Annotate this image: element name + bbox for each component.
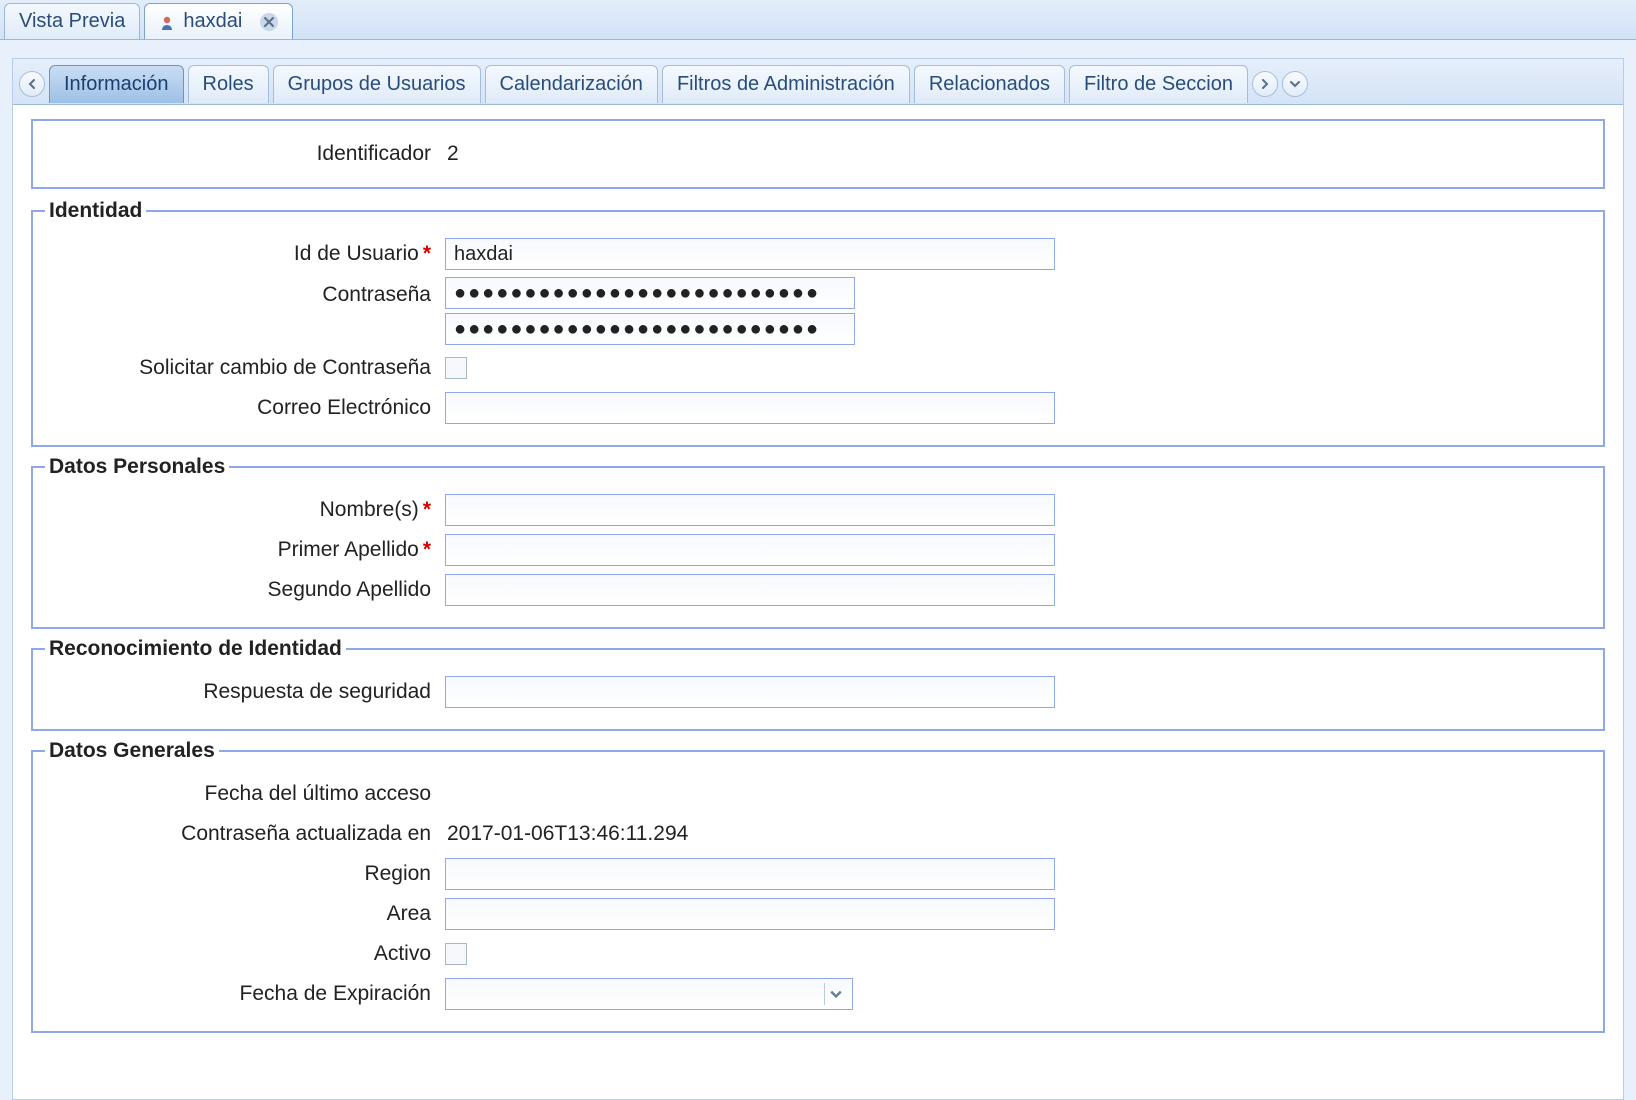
legend-datos-generales: Datos Generales	[45, 739, 219, 763]
tab-informacion[interactable]: Información	[49, 65, 184, 103]
sub-tabs-bar: Información Roles Grupos de Usuarios Cal…	[13, 59, 1623, 105]
tab-label: Grupos de Usuarios	[288, 73, 466, 96]
scroll-right-button[interactable]	[1252, 71, 1278, 97]
input-password-2[interactable]	[445, 313, 855, 345]
legend-reconocimiento: Reconocimiento de Identidad	[45, 637, 346, 661]
scroll-left-button[interactable]	[19, 71, 45, 97]
checkbox-pwd-change[interactable]	[445, 357, 467, 379]
tab-label: Relacionados	[929, 73, 1050, 96]
document-tabs-bar: Vista Previa haxdai	[0, 0, 1636, 40]
label-user-id: Id de Usuario*	[45, 242, 445, 266]
input-respuesta[interactable]	[445, 676, 1055, 708]
doc-tab-label: Vista Previa	[19, 10, 125, 33]
label-ultimo-acceso: Fecha del último acceso	[45, 782, 445, 806]
identifier-value: 2	[445, 142, 459, 166]
identifier-box: Identificador 2	[31, 119, 1605, 189]
tab-label: Información	[64, 73, 169, 96]
tab-calendarizacion[interactable]: Calendarización	[485, 65, 658, 103]
select-expiracion[interactable]	[445, 978, 853, 1010]
label-nombres: Nombre(s)*	[45, 498, 445, 522]
doc-tab-label: haxdai	[183, 10, 242, 33]
input-apellido2[interactable]	[445, 574, 1055, 606]
label-email: Correo Electrónico	[45, 396, 445, 420]
label-activo: Activo	[45, 942, 445, 966]
label-expiracion: Fecha de Expiración	[45, 982, 445, 1006]
tab-label: Filtros de Administración	[677, 73, 895, 96]
input-email[interactable]	[445, 392, 1055, 424]
doc-tab-vista-previa[interactable]: Vista Previa	[4, 3, 140, 39]
tab-filtros-admin[interactable]: Filtros de Administración	[662, 65, 910, 103]
fieldset-datos-personales: Datos Personales Nombre(s)* Primer Apell…	[31, 455, 1605, 629]
tab-label: Roles	[203, 73, 254, 96]
tab-label: Calendarización	[500, 73, 643, 96]
doc-tab-haxdai[interactable]: haxdai	[144, 3, 293, 39]
legend-identidad: Identidad	[45, 199, 146, 223]
content-area: Información Roles Grupos de Usuarios Cal…	[0, 40, 1636, 1100]
legend-datos-personales: Datos Personales	[45, 455, 229, 479]
label-apellido1: Primer Apellido*	[45, 538, 445, 562]
chevron-down-icon	[824, 983, 846, 1005]
label-respuesta: Respuesta de seguridad	[45, 680, 445, 704]
tab-filtro-seccion[interactable]: Filtro de Seccion	[1069, 65, 1248, 103]
main-panel: Información Roles Grupos de Usuarios Cal…	[12, 58, 1624, 1100]
input-nombres[interactable]	[445, 494, 1055, 526]
value-pwd-actualizada: 2017-01-06T13:46:11.294	[445, 822, 688, 846]
label-pwd-actualizada: Contraseña actualizada en	[45, 822, 445, 846]
label-pwd-change: Solicitar cambio de Contraseña	[45, 356, 445, 380]
close-icon[interactable]	[260, 13, 278, 31]
input-user-id[interactable]	[445, 238, 1055, 270]
input-region[interactable]	[445, 858, 1055, 890]
tab-roles[interactable]: Roles	[188, 65, 269, 103]
identifier-label: Identificador	[45, 142, 445, 166]
fieldset-reconocimiento: Reconocimiento de Identidad Respuesta de…	[31, 637, 1605, 731]
tab-relacionados[interactable]: Relacionados	[914, 65, 1065, 103]
tab-menu-button[interactable]	[1282, 71, 1308, 97]
fieldset-identidad: Identidad Id de Usuario* Contraseña Sol	[31, 199, 1605, 447]
label-apellido2: Segundo Apellido	[45, 578, 445, 602]
input-apellido1[interactable]	[445, 534, 1055, 566]
tab-grupos[interactable]: Grupos de Usuarios	[273, 65, 481, 103]
tab-label: Filtro de Seccion	[1084, 73, 1233, 96]
input-password-1[interactable]	[445, 277, 855, 309]
label-region: Region	[45, 862, 445, 886]
label-password: Contraseña	[45, 277, 445, 307]
input-area[interactable]	[445, 898, 1055, 930]
user-icon	[159, 14, 175, 30]
checkbox-activo[interactable]	[445, 943, 467, 965]
form-body: Identificador 2 Identidad Id de Usuario*…	[13, 105, 1623, 1099]
fieldset-datos-generales: Datos Generales Fecha del último acceso …	[31, 739, 1605, 1033]
label-area: Area	[45, 902, 445, 926]
